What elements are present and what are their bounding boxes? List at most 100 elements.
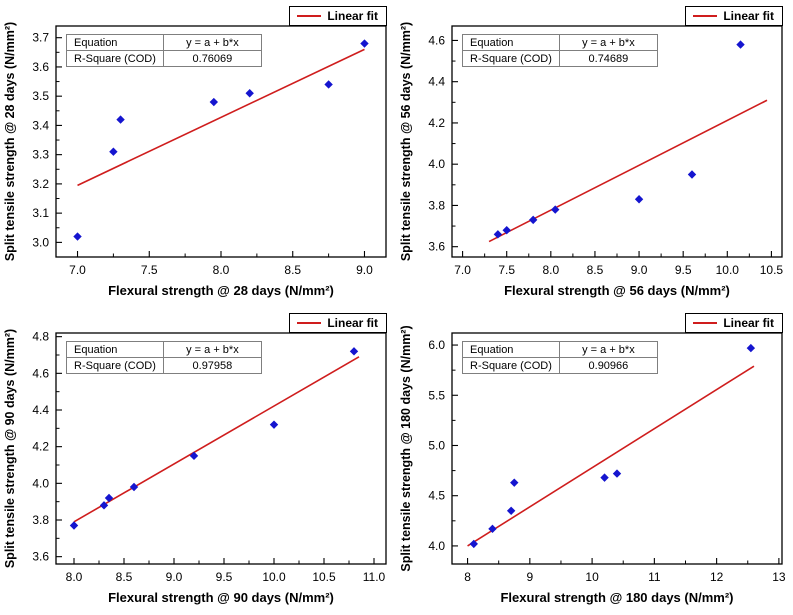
legend-label: Linear fit xyxy=(723,316,774,330)
x-tick-label: 9.0 xyxy=(631,263,648,277)
plot-frame xyxy=(451,332,783,565)
legend-label: Linear fit xyxy=(327,9,378,23)
x-tick-label: 9.5 xyxy=(675,263,692,277)
x-tick-label: 8.5 xyxy=(116,570,133,584)
y-tick-label: 4.8 xyxy=(32,330,49,344)
table-row: R-Square (COD) 0.74689 xyxy=(462,50,658,67)
y-tick-label: 5.0 xyxy=(428,438,445,452)
data-point xyxy=(269,420,279,429)
legend-box: Linear fit xyxy=(289,313,387,333)
plot-frame xyxy=(55,332,387,565)
x-tick-label: 8.5 xyxy=(284,263,301,277)
equation-value: y = a + b*x xyxy=(558,34,658,51)
equation-label: Equation xyxy=(66,341,164,358)
y-tick-label: 6.0 xyxy=(428,338,445,352)
scatter-plot-180-days: 8 9 10 11 12 13 4.0 4.5 5.0 5.5 6.0 Flexural streng… xyxy=(399,325,786,605)
y-tick-label: 3.7 xyxy=(32,31,49,45)
data-point xyxy=(360,39,369,48)
data-point xyxy=(349,347,359,356)
y-tick-label: 4.6 xyxy=(32,366,49,380)
table-row: R-Square (COD) 0.90966 xyxy=(462,357,658,374)
legend-box: Linear fit xyxy=(685,313,783,333)
equation-table: Equation y = a + b*x R-Square (COD) 0.76… xyxy=(66,34,262,67)
linear-fit-line xyxy=(77,48,365,187)
x-tick-label: 7.5 xyxy=(498,263,515,277)
x-axis-label: Flexural strength @ 90 days (N/mm²) xyxy=(108,590,334,605)
y-tick-label: 3.3 xyxy=(32,148,49,162)
x-tick-label: 10.0 xyxy=(262,570,286,584)
x-tick-label: 7.5 xyxy=(141,263,158,277)
x-tick-label: 9.0 xyxy=(356,263,373,277)
equation-label: Equation xyxy=(462,34,560,51)
x-tick-label: 11.0 xyxy=(363,570,386,584)
r-square-value: 0.90966 xyxy=(558,357,658,374)
x-tick-label: 10.5 xyxy=(760,263,784,277)
x-axis-label: Flexural strength @ 180 days (N/mm²) xyxy=(500,590,733,605)
linear-fit-line xyxy=(73,356,360,523)
y-tick-label: 4.4 xyxy=(32,403,49,417)
legend-box: Linear fit xyxy=(289,6,387,26)
data-point xyxy=(551,205,560,214)
scatter-plot-56-days: 7.0 7.5 8.0 8.5 9.0 9.5 10.0 10.5 3.6 3.8 4.0 4.2 4.… xyxy=(399,22,784,298)
data-point xyxy=(469,539,478,549)
y-tick-label: 3.6 xyxy=(428,240,445,254)
data-point xyxy=(502,225,511,235)
x-tick-label: 10.0 xyxy=(716,263,740,277)
table-row: Equation y = a + b*x xyxy=(66,341,262,358)
table-row: Equation y = a + b*x xyxy=(462,341,658,358)
y-tick-label: 4.0 xyxy=(32,476,49,490)
table-row: R-Square (COD) 0.97958 xyxy=(66,357,262,374)
y-tick-label: 4.0 xyxy=(428,539,445,553)
data-point xyxy=(104,493,114,503)
linear-fit-line xyxy=(467,365,755,547)
data-point xyxy=(510,478,519,487)
x-tick-label: 7.0 xyxy=(454,263,471,277)
x-tick-label: 8.0 xyxy=(213,263,230,277)
data-point xyxy=(493,230,503,239)
y-tick-label: 3.6 xyxy=(32,550,49,564)
data-point xyxy=(189,451,199,461)
equation-table: Equation y = a + b*x R-Square (COD) 0.97… xyxy=(66,341,262,374)
data-point xyxy=(600,473,609,482)
y-axis-label: Split tensile strength @ 56 days (N/mm²) xyxy=(399,22,413,261)
linear-fit-line-swatch xyxy=(297,15,322,17)
x-axis-label: Flexural strength @ 28 days (N/mm²) xyxy=(108,283,334,298)
data-point xyxy=(612,469,622,478)
y-tick-label: 4.2 xyxy=(32,440,49,454)
x-tick-label: 11 xyxy=(648,570,661,584)
x-tick-label: 8.5 xyxy=(587,263,604,277)
y-tick-label: 3.6 xyxy=(32,60,49,74)
linear-fit-line-swatch xyxy=(297,322,322,324)
x-tick-label: 12 xyxy=(710,570,724,584)
data-point xyxy=(209,97,219,107)
data-point xyxy=(506,506,516,515)
y-tick-label: 3.0 xyxy=(32,235,49,249)
y-tick-label: 4.0 xyxy=(428,157,445,171)
chart-panel-90-days: 8.0 8.5 9.0 9.5 10.0 10.5 11.0 3.6 3.8 4.0 4.2 4.4 4… xyxy=(0,307,396,614)
data-point xyxy=(109,147,118,156)
y-tick-label: 4.5 xyxy=(428,489,445,503)
x-tick-label: 9 xyxy=(526,570,533,584)
equation-value: y = a + b*x xyxy=(162,34,262,51)
y-tick-label: 3.2 xyxy=(32,177,49,191)
y-tick-label: 4.4 xyxy=(428,75,445,89)
r-square-value: 0.97958 xyxy=(162,357,262,374)
x-axis-label: Flexural strength @ 56 days (N/mm²) xyxy=(504,283,730,298)
x-tick-label: 8.0 xyxy=(66,570,83,584)
legend-box: Linear fit xyxy=(685,6,783,26)
data-point xyxy=(687,170,697,179)
legend-label: Linear fit xyxy=(327,316,378,330)
equation-table: Equation y = a + b*x R-Square (COD) 0.74… xyxy=(462,34,658,67)
chart-panel-180-days: 8 9 10 11 12 13 4.0 4.5 5.0 5.5 6.0 Flexural streng… xyxy=(396,307,792,614)
legend-label: Linear fit xyxy=(723,9,774,23)
data-point xyxy=(69,521,79,530)
scatter-plot-90-days: 8.0 8.5 9.0 9.5 10.0 10.5 11.0 3.6 3.8 4.0 4.2 4.4 4… xyxy=(3,329,387,605)
r-square-value: 0.76069 xyxy=(162,50,262,67)
y-tick-label: 3.4 xyxy=(32,118,49,132)
data-point xyxy=(73,232,82,241)
equation-value: y = a + b*x xyxy=(558,341,658,358)
x-tick-label: 8 xyxy=(464,570,471,584)
data-point xyxy=(245,89,254,98)
table-row: R-Square (COD) 0.76069 xyxy=(66,50,262,67)
table-row: Equation y = a + b*x xyxy=(66,34,262,51)
